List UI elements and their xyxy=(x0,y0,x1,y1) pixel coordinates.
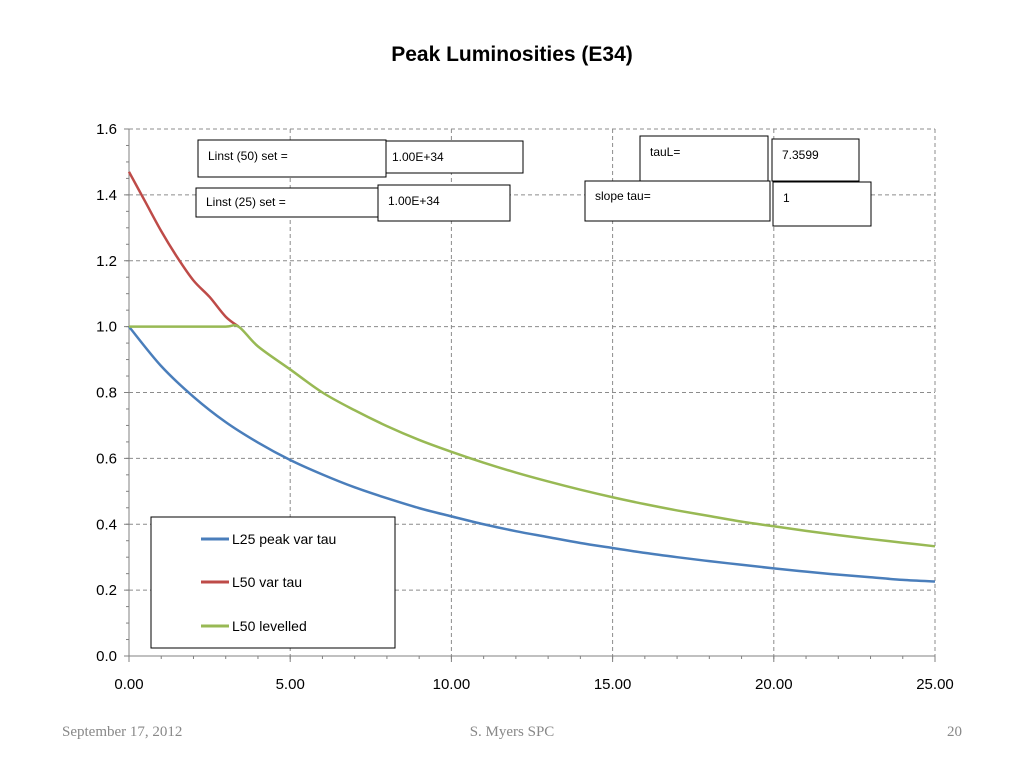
series-line-l50-var-tau xyxy=(127,171,240,328)
legend-label-l50-levelled: L50 levelled xyxy=(232,618,307,634)
x-tick-label: 5.00 xyxy=(276,676,305,693)
legend: L25 peak var tau L50 var tau L50 levelle… xyxy=(150,516,396,649)
y-tick-label: 0.2 xyxy=(96,582,117,599)
legend-label-l25: L25 peak var tau xyxy=(232,531,336,547)
x-tick-label: 0.00 xyxy=(114,676,143,693)
y-tick-label: 0.8 xyxy=(96,385,117,402)
x-tick-label: 25.00 xyxy=(916,676,954,693)
annotation-linst50: Linst (50) set = 1.00E+34 xyxy=(197,139,524,178)
annotation-taul: tauL= 7.3599 xyxy=(639,135,860,183)
annotation-value: 1 xyxy=(783,191,790,205)
legend-label-l50: L50 var tau xyxy=(232,574,302,590)
footer-author: S. Myers SPC xyxy=(469,724,555,740)
y-tick-label: 0.4 xyxy=(96,516,117,533)
annotation-label: Linst (50) set = xyxy=(208,149,288,163)
series-lines xyxy=(127,171,936,583)
annotation-linst25: Linst (25) set = 1.00E+34 xyxy=(195,184,511,222)
y-tick-label: 1.6 xyxy=(96,121,117,138)
y-tick-label: 1.2 xyxy=(96,253,117,270)
x-tick-label: 20.00 xyxy=(755,676,793,693)
series-line-l50-levelled xyxy=(128,323,936,548)
x-tick-label: 10.00 xyxy=(433,676,471,693)
y-tick-label: 1.0 xyxy=(96,319,117,336)
y-tick-label: 0.0 xyxy=(96,648,117,665)
footer-date: September 17, 2012 xyxy=(62,724,183,740)
y-tick-label: 0.6 xyxy=(96,450,117,467)
annotation-label: tauL= xyxy=(650,145,680,159)
x-tick-label: 15.00 xyxy=(594,676,632,693)
annotation-label: slope tau= xyxy=(595,189,651,203)
page-number: 20 xyxy=(947,724,962,740)
annotation-value: 1.00E+34 xyxy=(392,150,444,164)
annotation-slope-tau: slope tau= 1 xyxy=(584,180,872,227)
annotation-label: Linst (25) set = xyxy=(206,195,286,209)
annotation-value: 1.00E+34 xyxy=(388,194,440,208)
y-tick-label: 1.4 xyxy=(96,187,117,204)
series-line-l25-peak-var-tau xyxy=(128,325,936,583)
axes: 0.0 0.2 0.4 0.6 0.8 1.0 1.2 1.4 1.6 0.00 5.00 10.00… xyxy=(96,121,954,693)
annotation-value: 7.3599 xyxy=(782,148,819,162)
slide-title: Peak Luminosities (E34) xyxy=(391,43,633,66)
